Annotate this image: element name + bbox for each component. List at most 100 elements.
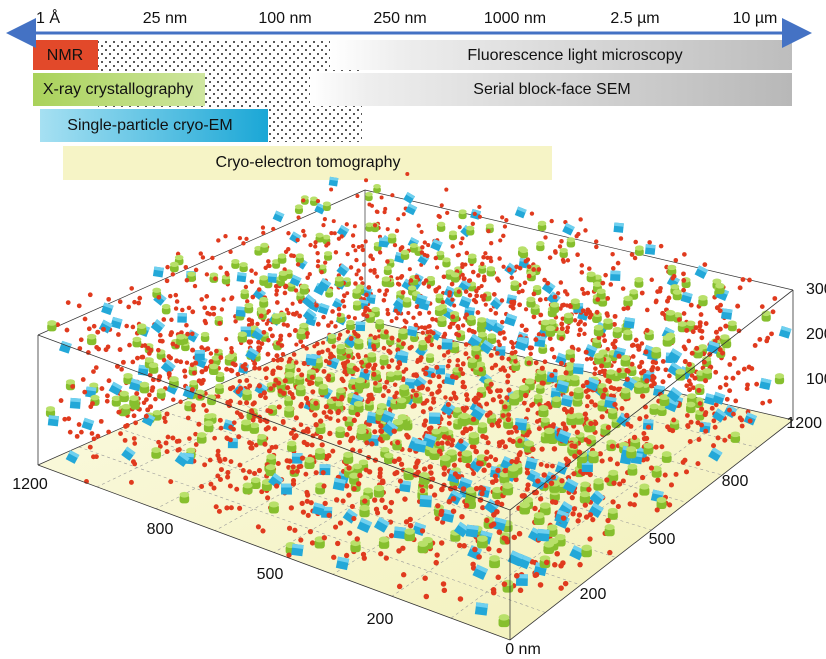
particle: [205, 272, 209, 276]
particle: [79, 337, 84, 342]
particle: [563, 370, 568, 375]
particle: [414, 323, 419, 328]
particle: [417, 223, 421, 227]
particle: [380, 196, 384, 200]
particle: [698, 320, 703, 325]
particle: [511, 306, 516, 311]
particle: [224, 337, 228, 341]
particle: [595, 297, 600, 302]
particle: [396, 457, 402, 463]
particle: [185, 332, 190, 337]
particle: [588, 512, 593, 517]
particle: [149, 362, 159, 368]
particle: [397, 360, 402, 365]
particle: [273, 444, 278, 449]
particle: [775, 373, 784, 379]
particle: [66, 379, 75, 385]
particle: [571, 298, 580, 304]
particle: [272, 426, 277, 431]
particle: [286, 247, 290, 251]
particle: [667, 265, 676, 270]
particle: [484, 303, 488, 307]
particle: [373, 335, 378, 340]
particle: [329, 187, 333, 191]
particle: [684, 469, 689, 474]
particle: [382, 346, 387, 351]
particle: [92, 324, 97, 329]
particle: [347, 531, 352, 536]
particle: [607, 379, 612, 384]
particle: [612, 402, 617, 407]
particle: [303, 472, 308, 477]
particle: [393, 382, 397, 386]
particle: [233, 362, 238, 367]
particle: [299, 422, 304, 427]
particle: [662, 451, 672, 457]
particle: [414, 275, 419, 280]
particle: [731, 431, 741, 437]
particle: [252, 366, 257, 371]
particle: [767, 399, 772, 404]
particle: [350, 436, 355, 441]
particle: [293, 328, 298, 333]
particle: [402, 212, 406, 216]
particle: [322, 410, 327, 415]
particle: [605, 524, 615, 530]
particle: [738, 285, 743, 290]
particle: [684, 328, 689, 333]
particle: [643, 349, 648, 354]
particle: [588, 421, 593, 426]
particle: [687, 339, 692, 344]
particle: [625, 306, 630, 311]
particle: [442, 434, 447, 439]
particle: [186, 448, 195, 454]
particle: [296, 464, 301, 469]
particle: [150, 385, 155, 390]
particle: [346, 315, 351, 320]
particle: [649, 404, 658, 410]
particle: [514, 264, 519, 269]
particle: [285, 385, 290, 390]
particle: [224, 505, 229, 510]
particle: [190, 309, 195, 314]
particle: [724, 382, 729, 387]
particle: [716, 435, 721, 440]
particle: [459, 514, 465, 520]
particle: [442, 339, 453, 343]
particle: [354, 338, 363, 344]
particle: [127, 343, 132, 348]
particle: [417, 311, 422, 316]
particle: [327, 409, 332, 414]
particle: [357, 473, 362, 478]
particle: [269, 386, 274, 391]
particle: [548, 255, 553, 260]
particle: [213, 276, 218, 281]
particle: [448, 397, 453, 402]
particle: [470, 444, 475, 449]
particle: [506, 357, 511, 362]
particle: [769, 331, 774, 336]
particle: [455, 474, 461, 480]
particle: [250, 321, 255, 326]
particle: [640, 291, 645, 296]
particle: [305, 426, 310, 431]
particle: [504, 539, 510, 545]
particle: [541, 320, 551, 326]
particle: [337, 440, 342, 445]
particle: [635, 343, 640, 348]
particle: [408, 267, 412, 271]
particle: [420, 488, 426, 494]
particle: [301, 509, 306, 514]
particle: [501, 365, 506, 370]
particle: [557, 375, 567, 381]
particle: [764, 339, 769, 344]
particle: [669, 482, 674, 487]
particle: [461, 406, 466, 411]
particle: [718, 385, 723, 390]
particle: [585, 394, 590, 399]
particle: [462, 384, 467, 389]
particle: [577, 562, 582, 567]
particle: [294, 288, 298, 292]
particle: [330, 309, 335, 314]
particle: [323, 501, 328, 506]
